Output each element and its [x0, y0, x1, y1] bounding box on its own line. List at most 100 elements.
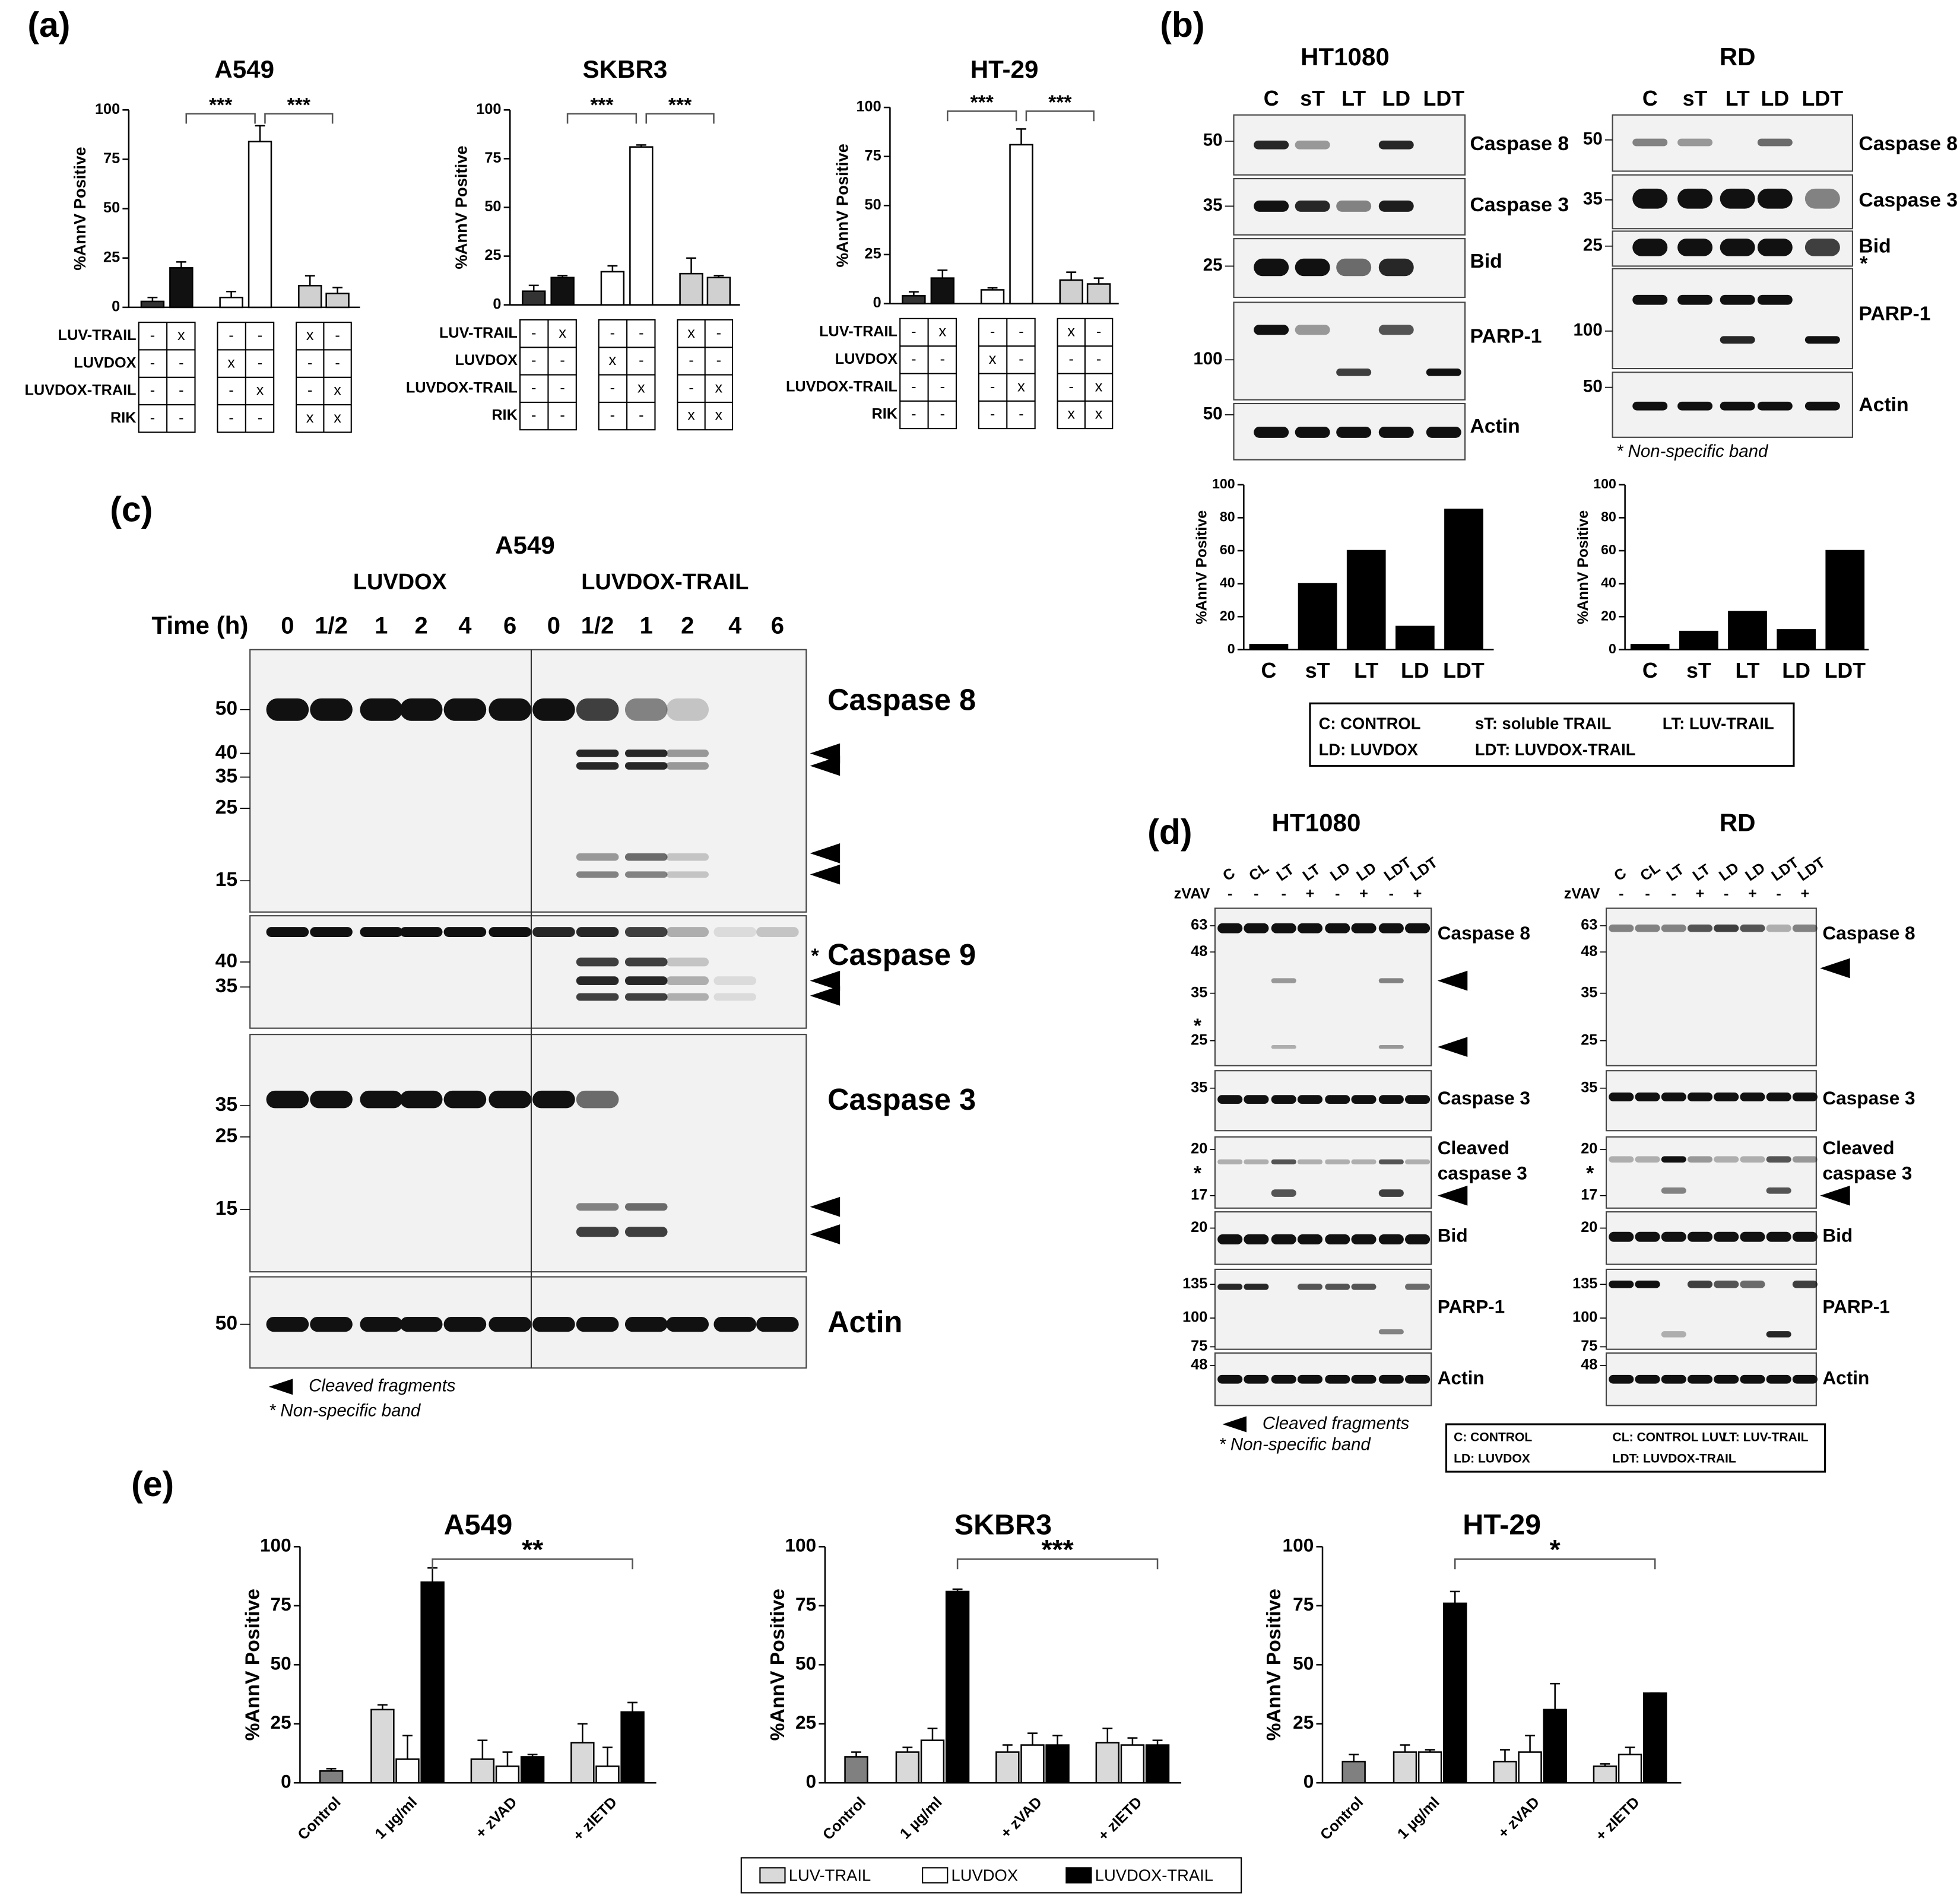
band — [443, 698, 487, 721]
band — [1297, 1234, 1323, 1244]
error-bar — [1525, 1735, 1536, 1752]
band — [713, 927, 757, 937]
band — [624, 750, 668, 757]
band — [1792, 1093, 1818, 1101]
protein-label: Caspase 3 — [1858, 189, 1958, 211]
table-cell: x — [609, 352, 617, 369]
row-label: LUVDOX — [835, 351, 897, 367]
protein-label: Caspase 8 — [1438, 922, 1530, 944]
table-cell: x — [715, 379, 723, 396]
treatment-mark: - — [1282, 885, 1286, 902]
protein-label: PARP-1 — [1858, 303, 1930, 325]
row-label: RIK — [110, 409, 137, 426]
protein-label: Bid — [1822, 1225, 1853, 1246]
band — [1609, 1280, 1634, 1288]
arrowhead — [810, 743, 841, 764]
mw-marker: 35 — [215, 1094, 237, 1116]
bar — [1020, 1744, 1045, 1784]
x-tick-label: sT — [1686, 659, 1711, 682]
band — [1336, 426, 1372, 438]
legend-swatch — [922, 1867, 949, 1884]
significance-bracket — [432, 1558, 633, 1570]
significance-label: ** — [522, 1534, 543, 1565]
band — [1609, 924, 1634, 932]
x-tick-label: LD — [1401, 659, 1429, 682]
band — [1677, 188, 1713, 209]
legend-label: LDT: LUVDOX-TRAIL — [1475, 741, 1636, 759]
lane-label: 1/2 — [315, 612, 348, 639]
footnote: Cleaved fragments — [309, 1376, 456, 1396]
band — [1378, 1374, 1404, 1384]
band — [1609, 1156, 1634, 1163]
table-cell: - — [307, 382, 312, 399]
protein-label: Actin — [1858, 394, 1908, 416]
band — [1295, 140, 1330, 150]
arrowhead — [268, 1379, 293, 1395]
band — [1766, 924, 1791, 932]
band — [1325, 1095, 1350, 1104]
protein-label: Caspase 3 — [1822, 1087, 1915, 1109]
band — [1792, 1156, 1818, 1163]
y-axis-label: %AnnV Positive — [833, 144, 852, 267]
table-cell: - — [229, 409, 233, 426]
significance-label: *** — [1048, 92, 1072, 114]
band — [576, 993, 619, 1001]
band — [532, 927, 575, 937]
arrowhead — [1437, 970, 1468, 991]
bar — [945, 1590, 970, 1784]
blot-frame — [1233, 301, 1466, 401]
error-bar — [1052, 1735, 1063, 1745]
bar — [1593, 1765, 1618, 1784]
group-label: LUVDOX — [353, 570, 447, 595]
band — [713, 976, 757, 985]
protein-label: Cleaved — [1438, 1137, 1509, 1158]
mw-marker: 35 — [215, 765, 237, 787]
band — [1757, 401, 1793, 411]
table-cell: x — [1067, 323, 1075, 340]
band — [1404, 923, 1431, 933]
y-tick-label: 50 — [865, 196, 881, 213]
significance-bracket — [264, 113, 334, 124]
table-cell: - — [258, 354, 262, 371]
table-cell: - — [1069, 378, 1074, 395]
band — [1661, 1231, 1686, 1242]
band — [756, 1316, 799, 1332]
error-bar — [1016, 128, 1026, 145]
bar — [1543, 1709, 1567, 1784]
band — [1661, 1093, 1686, 1101]
lane-label: sT — [1300, 87, 1325, 110]
mw-marker: 15 — [215, 1198, 237, 1220]
band — [1804, 401, 1840, 411]
mw-marker: 15 — [215, 869, 237, 891]
y-axis-label: %AnnV Positive — [1263, 1589, 1285, 1741]
error-bar — [1600, 1763, 1610, 1767]
table-cell: - — [610, 407, 615, 424]
lane-label: C — [1642, 87, 1658, 110]
band — [576, 1227, 619, 1237]
protein-label: PARP-1 — [1470, 325, 1542, 347]
error-bar — [1152, 1739, 1163, 1745]
mw-marker: 25 — [215, 1125, 237, 1147]
table-cell: - — [179, 382, 183, 399]
significance-label: *** — [287, 94, 311, 116]
table-cell: - — [531, 325, 536, 341]
band — [1217, 1095, 1243, 1104]
error-bar — [255, 125, 265, 142]
mw-marker: 40 — [215, 741, 237, 763]
band — [1720, 239, 1755, 256]
y-tick-label: 0 — [112, 298, 120, 315]
row-label: LUV-TRAIL — [58, 327, 137, 344]
band — [266, 698, 309, 721]
error-bar — [402, 1735, 413, 1760]
legend-label: C: CONTROL — [1454, 1431, 1532, 1444]
band — [1378, 1189, 1404, 1197]
bar — [902, 295, 926, 304]
band — [1404, 1234, 1431, 1244]
panel-label: (c) — [110, 491, 153, 529]
y-tick-label: 25 — [271, 1711, 291, 1733]
bar — [1825, 550, 1865, 650]
band — [1757, 294, 1793, 305]
bar — [1346, 550, 1386, 650]
protein-label: Actin — [1470, 415, 1520, 437]
error-bar — [607, 265, 618, 272]
